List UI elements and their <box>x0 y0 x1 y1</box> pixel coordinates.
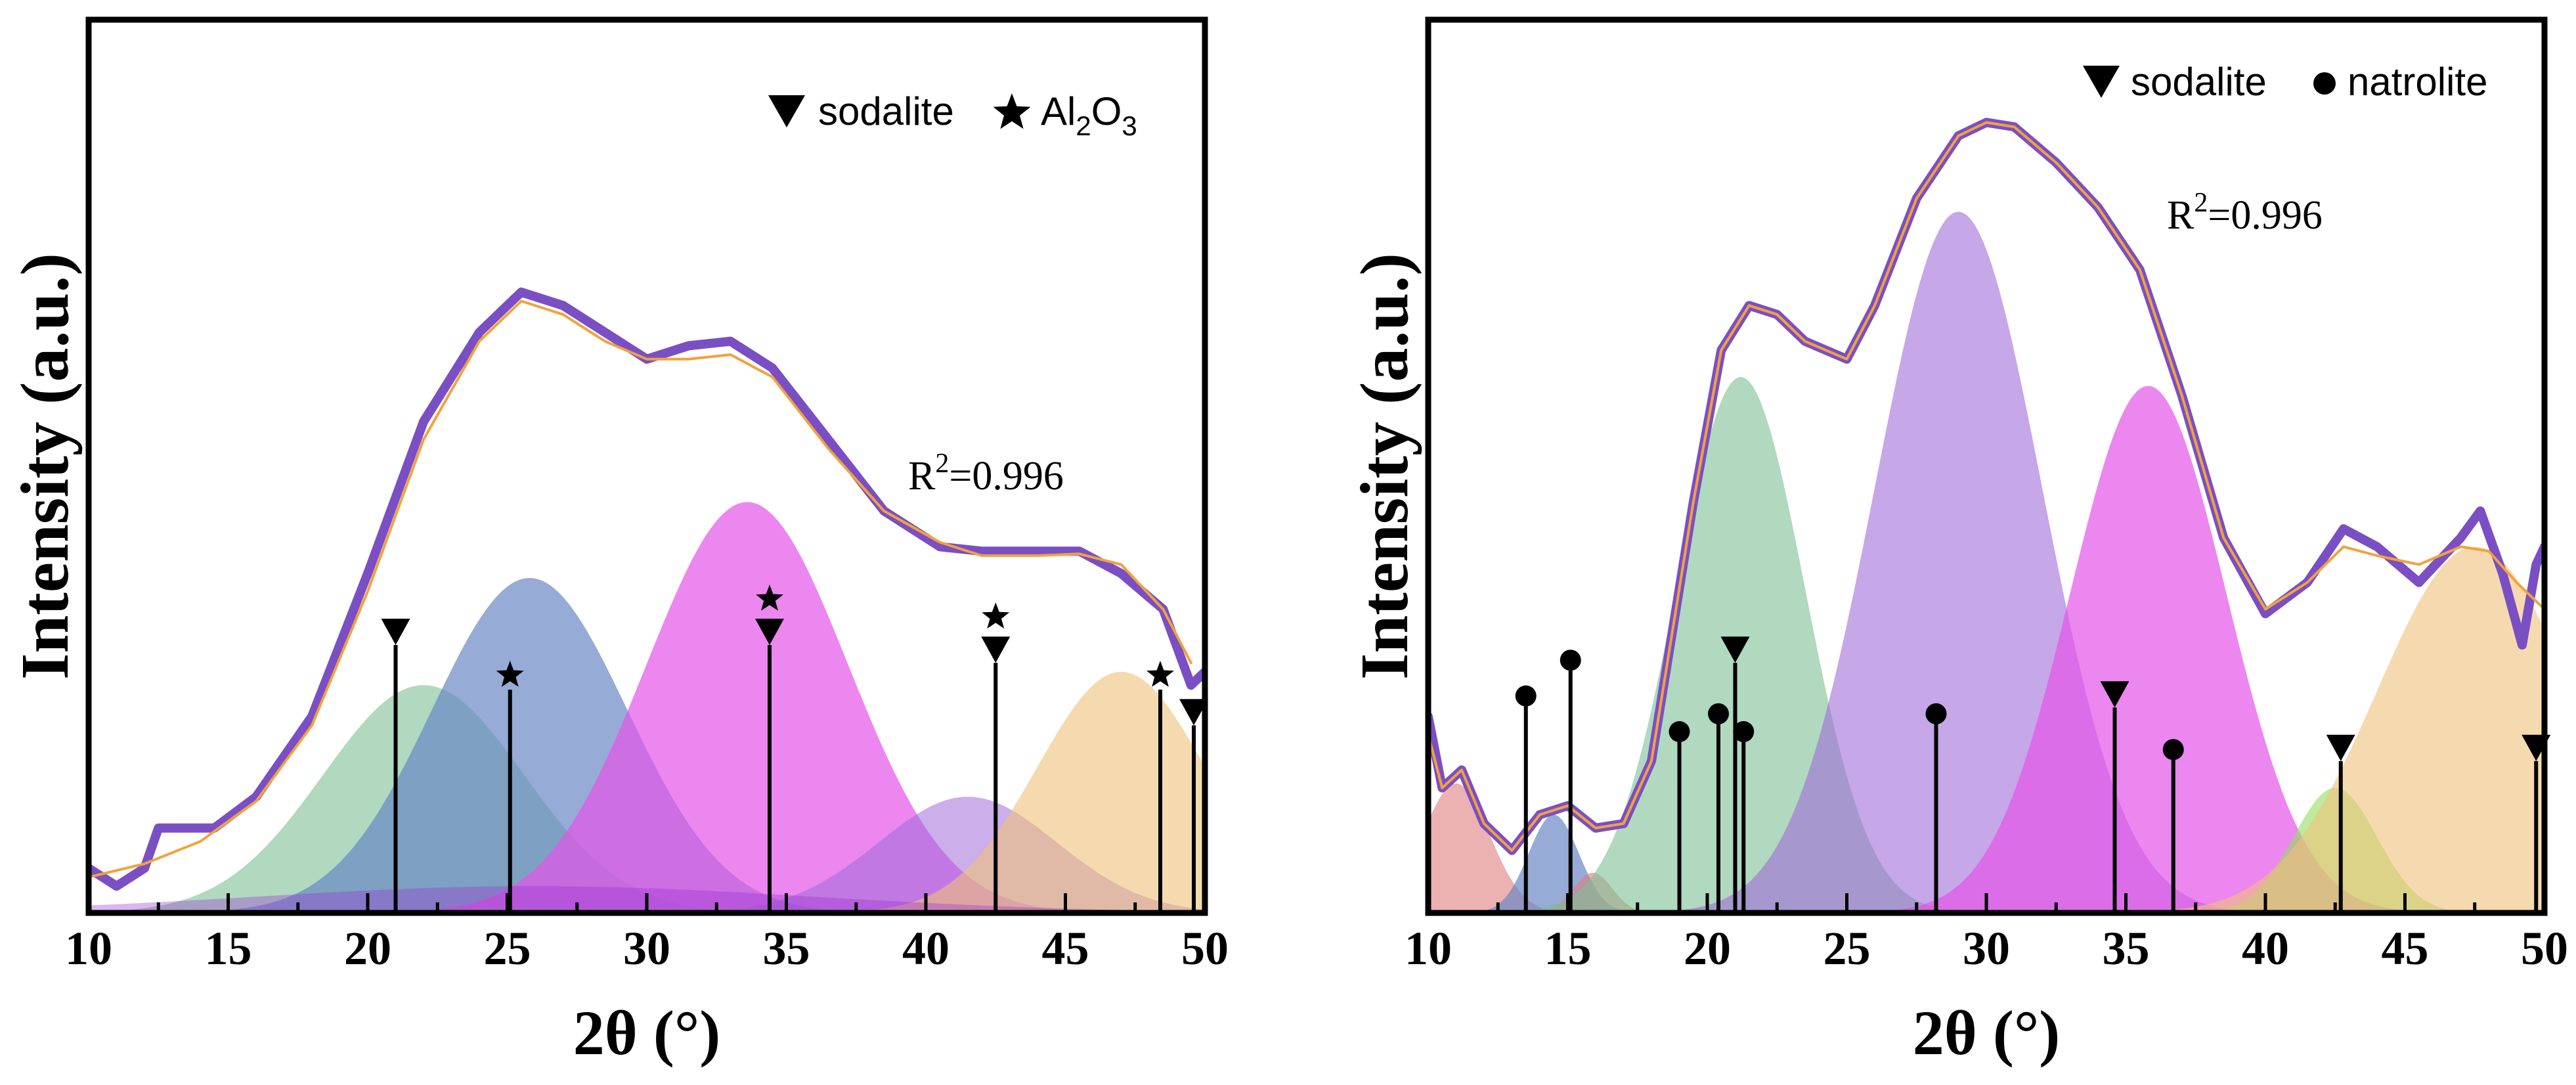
sodalite-marker <box>2100 681 2129 708</box>
reference-marker-2 <box>496 661 524 913</box>
x-tick-label: 25 <box>1823 922 1871 975</box>
reference-markers <box>1515 636 2551 913</box>
x-axis-ticks: 10 15 20 25 30 35 40 45 50 <box>1405 893 2568 975</box>
triangle-down-icon <box>768 95 805 127</box>
r-squared-annotation: R2=0.996 <box>908 449 1064 498</box>
x-tick-label: 10 <box>1405 922 1452 975</box>
sodalite-marker <box>381 619 410 645</box>
x-tick-label: 20 <box>1684 922 1731 975</box>
x-tick-label: 40 <box>902 922 950 975</box>
peak-area-2 <box>89 578 1205 913</box>
legend: sodalite natrolite <box>2083 60 2487 104</box>
x-tick-label: 30 <box>623 922 670 975</box>
reference-marker-2 <box>1560 650 1581 913</box>
reference-marker-1 <box>1515 685 1537 913</box>
peak-area-5 <box>89 671 1205 913</box>
reference-marker-4 <box>1708 703 1729 913</box>
curves <box>89 287 1205 891</box>
legend-label-al2o3: Al2O3 <box>1041 89 1137 141</box>
r-squared-annotation: R2=0.996 <box>2167 188 2323 238</box>
star-icon <box>993 93 1031 129</box>
curves <box>1428 118 2544 855</box>
y-axis-title: Intensity (a.u.) <box>7 253 83 680</box>
sodalite-marker <box>1720 636 1750 663</box>
natrolite-marker <box>1560 650 1581 671</box>
reference-marker-5 <box>1720 636 1750 913</box>
x-axis-title: 2θ (°) <box>573 998 720 1068</box>
legend-label-sodalite: sodalite <box>818 89 954 133</box>
x-axis-ticks: 10 15 20 25 30 35 40 45 50 <box>65 893 1229 975</box>
x-tick-label: 15 <box>1544 922 1592 975</box>
x-tick-label: 30 <box>1963 922 2010 975</box>
chart-panel-right: 10 15 20 25 30 35 40 45 50 2θ (°) Intensity (a.u… <box>1347 16 2568 1068</box>
legend-label-natrolite: natrolite <box>2347 60 2487 104</box>
circle-icon <box>2313 72 2336 95</box>
peak-area-4 <box>1428 377 2544 913</box>
legend: sodalite Al2O3 <box>768 89 1137 141</box>
sodalite-marker <box>755 619 784 645</box>
peak-area-6 <box>1428 386 2544 913</box>
reference-marker-4 <box>981 602 1011 913</box>
natrolite-marker <box>1708 703 1729 724</box>
x-tick-label: 45 <box>2382 922 2429 975</box>
natrolite-marker <box>1925 703 1947 724</box>
reference-marker-6 <box>1179 699 1208 913</box>
al2o3-marker <box>496 661 524 687</box>
al2o3-marker <box>756 585 783 611</box>
x-tick-label: 15 <box>205 922 252 975</box>
sodalite-marker <box>2326 734 2355 761</box>
sodalite-marker <box>1179 699 1208 726</box>
al2o3-marker <box>982 602 1010 629</box>
x-tick-label: 10 <box>65 922 112 975</box>
reference-marker-7 <box>1925 703 1947 913</box>
x-tick-label: 50 <box>2521 922 2568 975</box>
natrolite-marker <box>1515 685 1537 707</box>
natrolite-marker <box>1669 721 1690 742</box>
x-tick-label: 20 <box>344 922 391 975</box>
peak-area-2 <box>1428 814 2544 913</box>
fit-curve <box>89 299 1192 879</box>
reference-marker-10 <box>2326 734 2355 913</box>
reference-marker-3 <box>1669 721 1690 913</box>
fit-curve <box>1428 121 2544 852</box>
x-tick-label: 35 <box>2103 922 2150 975</box>
reference-markers <box>381 585 1208 913</box>
peak-area-3 <box>89 502 1205 913</box>
reference-marker-3 <box>755 585 784 913</box>
x-tick-label: 25 <box>484 922 531 975</box>
triangle-down-icon <box>2083 66 2120 98</box>
y-axis-title: Intensity (a.u.) <box>1347 253 1422 680</box>
x-tick-label: 50 <box>1181 922 1229 975</box>
x-tick-label: 45 <box>1042 922 1089 975</box>
reference-marker-5 <box>1146 661 1174 913</box>
al2o3-marker <box>1146 661 1174 687</box>
x-axis-title: 2θ (°) <box>1913 998 2060 1068</box>
chart-panel-left: 10 15 20 25 30 35 40 45 50 2θ (°) Intensity (a.u… <box>7 16 1229 1068</box>
fitted-peaks <box>89 502 1205 913</box>
natrolite-marker <box>2162 739 2184 761</box>
reference-marker-9 <box>2162 739 2184 913</box>
reference-marker-8 <box>2100 681 2129 913</box>
sodalite-marker <box>981 636 1011 663</box>
natrolite-marker <box>1733 721 1755 742</box>
reference-marker-6 <box>1733 721 1755 913</box>
legend-label-sodalite: sodalite <box>2131 60 2267 104</box>
fitted-peaks <box>1428 211 2544 913</box>
peak-area-4 <box>89 797 1205 913</box>
reference-marker-1 <box>381 619 410 913</box>
x-tick-label: 35 <box>763 922 810 975</box>
peak-area-5 <box>1428 211 2544 913</box>
peak-area-8 <box>1428 546 2544 913</box>
x-tick-label: 40 <box>2242 922 2289 975</box>
